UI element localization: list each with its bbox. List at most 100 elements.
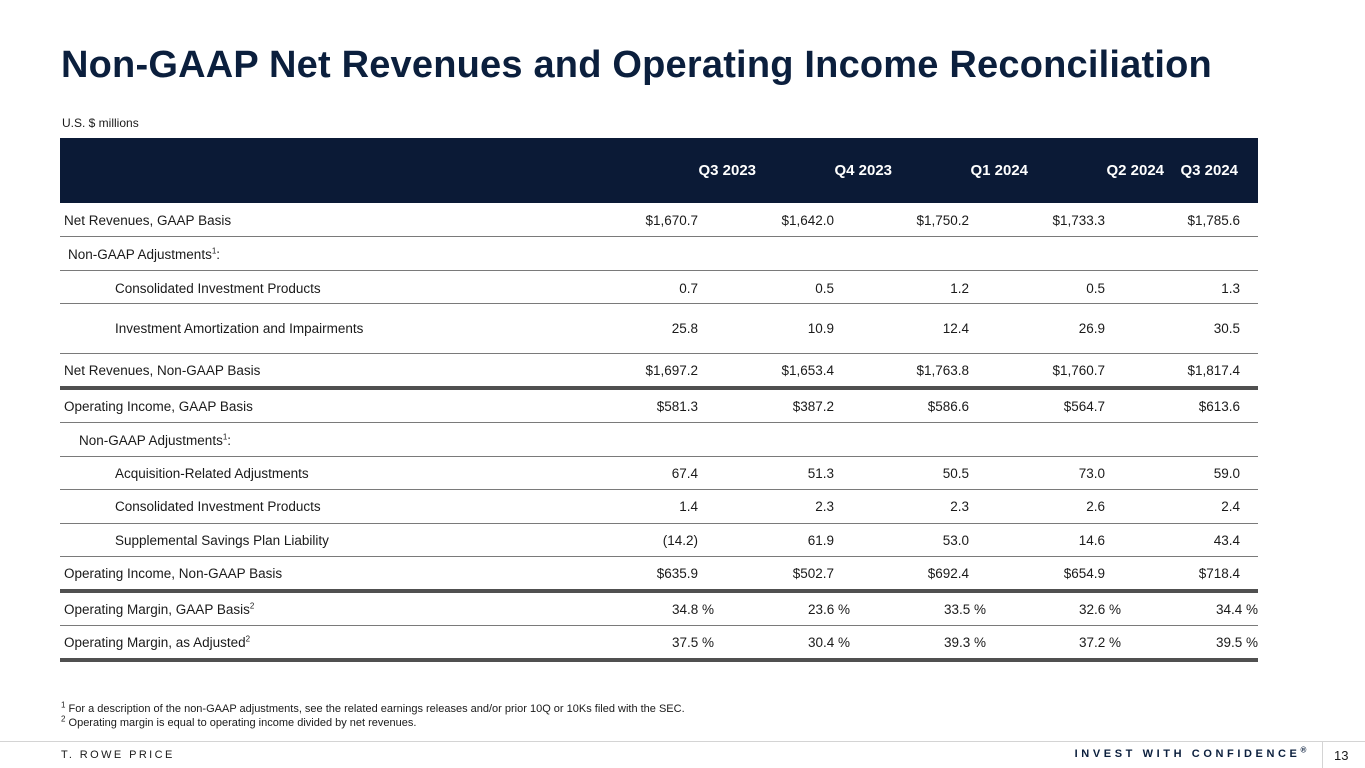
table-row: Operating Income, GAAP Basis $581.3 $387… [60,390,1258,423]
table-row: Non-GAAP Adjustments1: [60,237,1258,271]
column-header-q1-2024: Q1 2024 [970,162,1028,179]
cell-value: 14.6 [1078,533,1105,548]
cell-value: $654.9 [1063,566,1105,581]
cell-value: 39.5 % [1215,635,1258,650]
footnote-marker: 1 [211,246,217,256]
table-row: Operating Margin, as Adjusted2 37.5 % 30… [60,626,1258,662]
cell-value: 33.5 % [943,602,986,617]
cell-value: 25.8 [671,321,698,336]
brand-logo: T. ROWE PRICE [61,749,175,761]
footnote-2: 2 Operating margin is equal to operating… [61,714,417,729]
cell-value: 26.9 [1078,321,1105,336]
cell-value: $1,760.7 [1052,363,1105,378]
cell-value: 73.0 [1078,466,1105,481]
row-label: Consolidated Investment Products [115,499,321,514]
cell-value: 34.4 % [1215,602,1258,617]
cell-value: $1,817.4 [1187,363,1240,378]
cell-value: $581.3 [656,399,698,414]
cell-value: $613.6 [1198,399,1240,414]
cell-value: 51.3 [807,466,834,481]
cell-value: 39.3 % [943,635,986,650]
cell-value: $1,670.7 [645,213,698,228]
cell-value: $1,785.6 [1187,213,1240,228]
cell-value: 2.6 [1086,499,1105,514]
row-label: Net Revenues, GAAP Basis [64,213,232,228]
cell-value: $502.7 [792,566,834,581]
cell-value: 32.6 % [1078,602,1121,617]
cell-value: 12.4 [942,321,969,336]
cell-value: 1.3 [1221,281,1240,296]
row-label: Operating Margin, GAAP Basis2 [64,601,255,617]
row-label: Consolidated Investment Products [115,281,321,296]
cell-value: (14.2) [662,533,698,548]
page-title: Non-GAAP Net Revenues and Operating Inco… [61,44,1212,86]
table-row: Acquisition-Related Adjustments 67.4 51.… [60,457,1258,490]
table-row: Operating Margin, GAAP Basis2 34.8 % 23.… [60,593,1258,626]
column-header-q2-2024: Q2 2024 [1106,162,1164,179]
cell-value: 1.4 [679,499,698,514]
row-label: Net Revenues, Non-GAAP Basis [64,363,261,378]
table-row: Investment Amortization and Impairments … [60,304,1258,354]
cell-value: $1,653.4 [781,363,834,378]
cell-value: $635.9 [656,566,698,581]
table-row: Operating Income, Non-GAAP Basis $635.9 … [60,557,1258,593]
cell-value: 1.2 [950,281,969,296]
footnotes: 1 For a description of the non-GAAP adju… [61,700,685,730]
table-row: Non-GAAP Adjustments1: [60,423,1258,457]
cell-value: 10.9 [807,321,834,336]
cell-value: $564.7 [1063,399,1105,414]
cell-value: 50.5 [942,466,969,481]
row-label: Non-GAAP Adjustments1: [68,246,221,262]
row-label: Non-GAAP Adjustments1: [79,432,232,448]
cell-value: 2.3 [815,499,834,514]
cell-value: $387.2 [792,399,834,414]
cell-value: 0.5 [1086,281,1105,296]
cell-value: $1,642.0 [781,213,834,228]
cell-value: $586.6 [927,399,969,414]
cell-value: 61.9 [807,533,834,548]
footnote-marker: 2 [249,601,255,611]
cell-value: 37.2 % [1078,635,1121,650]
table-header: Q3 2023 Q4 2023 Q1 2024 Q2 2024 Q3 2024 [60,138,1258,203]
cell-value: 53.0 [942,533,969,548]
row-label: Operating Income, GAAP Basis [64,399,253,414]
footer-divider [0,741,1365,742]
row-label: Investment Amortization and Impairments [115,321,364,336]
cell-value: $1,733.3 [1052,213,1105,228]
footnote-1: 1 For a description of the non-GAAP adju… [61,700,685,715]
page-number-divider [1322,742,1323,768]
page-number: 13 [1334,748,1349,763]
table-row: Net Revenues, GAAP Basis $1,670.7 $1,642… [60,203,1258,237]
footnote-marker: 2 [245,634,251,644]
cell-value: $692.4 [927,566,969,581]
cell-value: 30.5 [1213,321,1240,336]
column-header-q3-2024: Q3 2024 [1180,162,1238,179]
cell-value: 34.8 % [671,602,714,617]
tagline: INVEST WITH CONFIDENCE® [1074,745,1310,760]
row-label: Operating Margin, as Adjusted2 [64,634,251,650]
table-row: Net Revenues, Non-GAAP Basis $1,697.2 $1… [60,354,1258,390]
cell-value: 67.4 [671,466,698,481]
cell-value: 59.0 [1213,466,1240,481]
table-row: Consolidated Investment Products 0.7 0.5… [60,271,1258,304]
column-header-q3-2023: Q3 2023 [698,162,756,179]
reconciliation-table: Q3 2023 Q4 2023 Q1 2024 Q2 2024 Q3 2024 … [60,138,1258,662]
cell-value: 2.4 [1221,499,1240,514]
cell-value: $1,750.2 [916,213,969,228]
column-header-q4-2023: Q4 2023 [834,162,892,179]
row-label: Supplemental Savings Plan Liability [115,533,329,548]
cell-value: 2.3 [950,499,969,514]
table-row: Supplemental Savings Plan Liability (14.… [60,524,1258,557]
cell-value: 37.5 % [671,635,714,650]
row-label: Operating Income, Non-GAAP Basis [64,566,283,581]
cell-value: $1,697.2 [645,363,698,378]
table-row: Consolidated Investment Products 1.4 2.3… [60,490,1258,524]
cell-value: $718.4 [1198,566,1240,581]
cell-value: 0.5 [815,281,834,296]
row-label: Acquisition-Related Adjustments [115,466,309,481]
cell-value: 23.6 % [807,602,850,617]
cell-value: 43.4 [1213,533,1240,548]
cell-value: 0.7 [679,281,698,296]
cell-value: 30.4 % [807,635,850,650]
units-label: U.S. $ millions [62,116,139,130]
